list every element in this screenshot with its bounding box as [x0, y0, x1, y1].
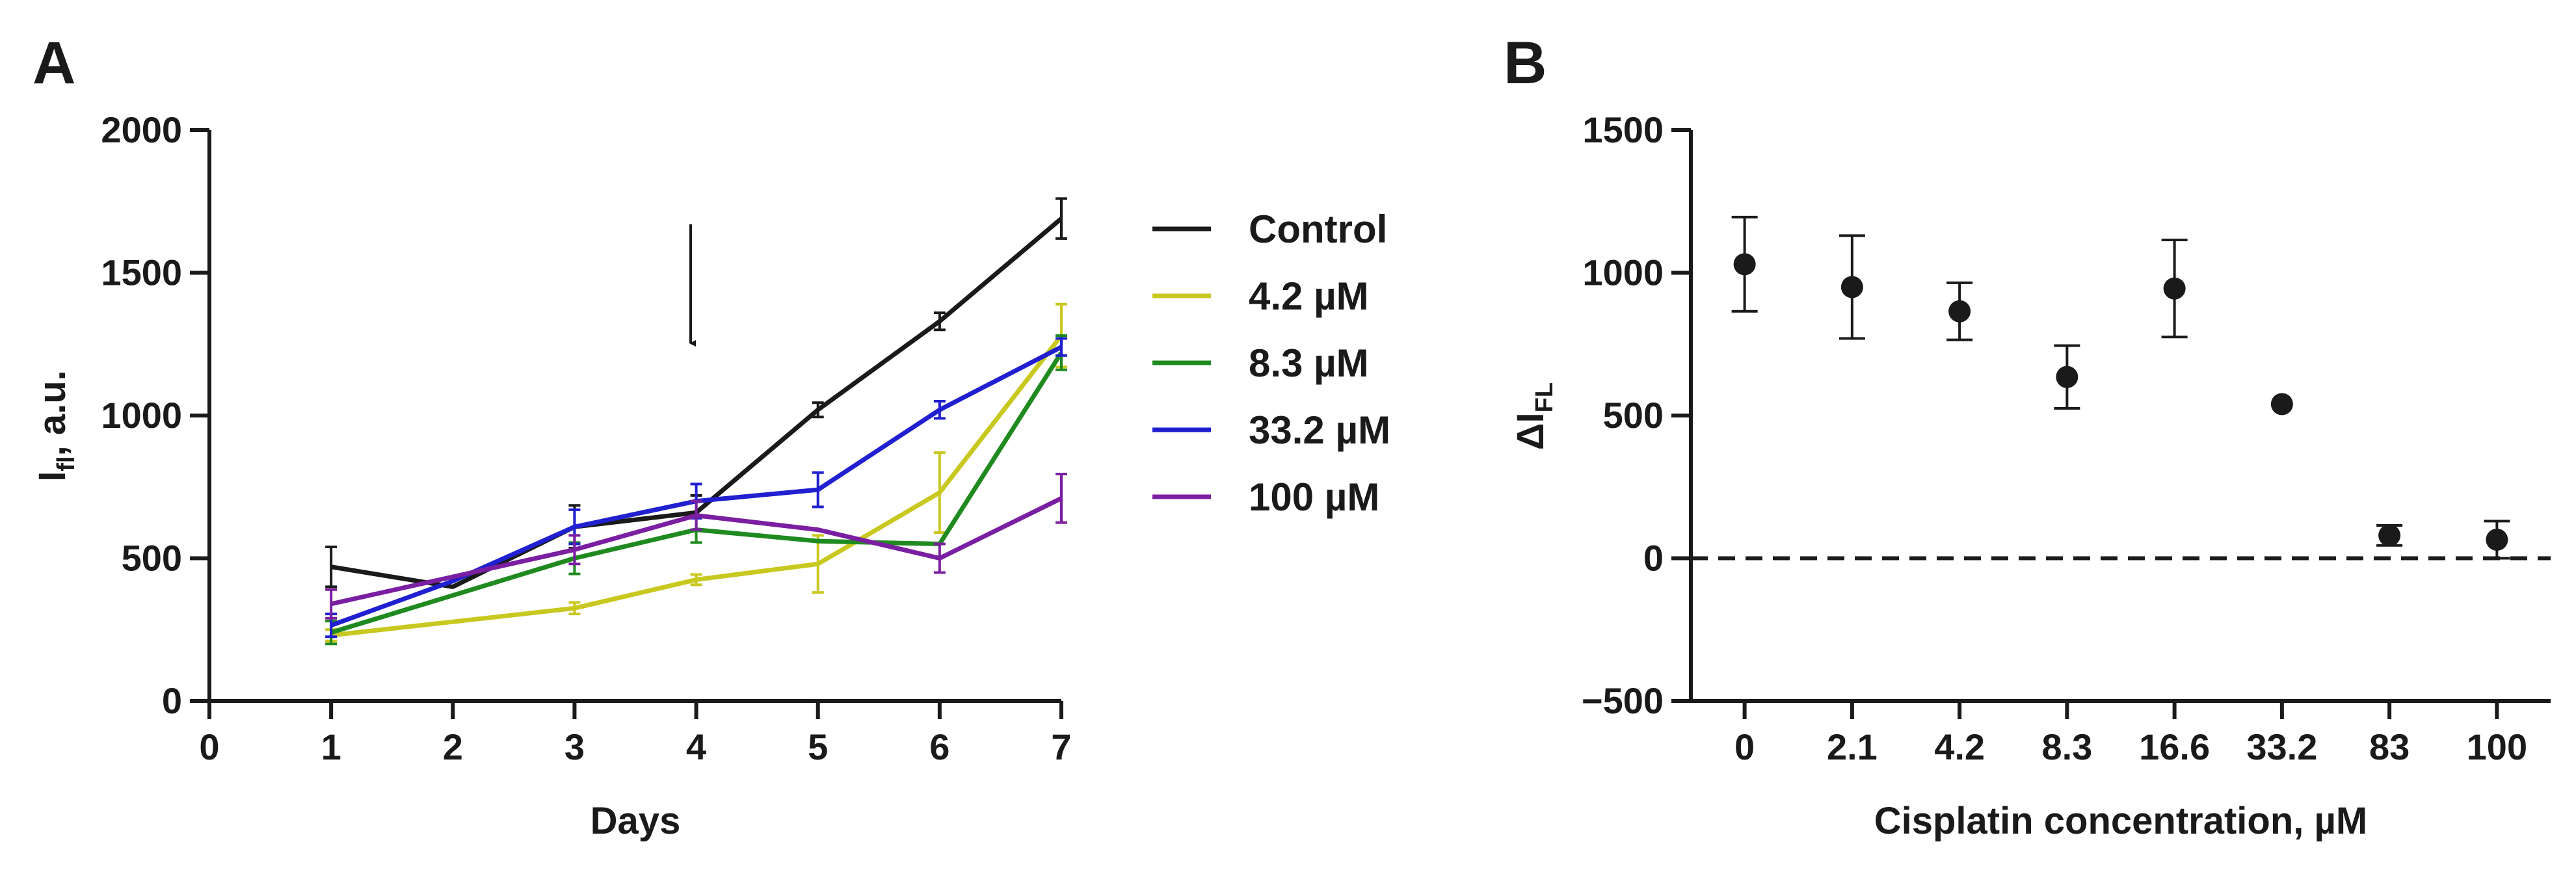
series-line — [330, 334, 1063, 638]
x-tick-label: 6 — [929, 726, 949, 767]
data-marker — [2163, 277, 2186, 300]
legend-label: 33.2 µM — [1249, 408, 1390, 452]
y-tick-label: 0 — [1643, 538, 1664, 579]
legend-label: 100 µM — [1249, 475, 1379, 519]
y-tick-label: −500 — [1582, 680, 1664, 721]
y-tick-label: 1000 — [101, 395, 182, 436]
data-marker — [1948, 300, 1971, 323]
data-point-33-2 — [2270, 393, 2293, 416]
series-100-m — [325, 472, 1067, 620]
x-tick-label: 4.2 — [1934, 726, 1985, 767]
legend-label: 8.3 µM — [1249, 341, 1369, 385]
data-marker — [2486, 528, 2508, 551]
series-line — [330, 496, 1063, 607]
y-tick-label: 500 — [122, 538, 182, 579]
data-point-8-3 — [2054, 344, 2080, 410]
legend-label: 4.2 µM — [1249, 274, 1369, 318]
panel-a-x-axis-title: Days — [591, 800, 681, 842]
x-tick-label: 16.6 — [2139, 726, 2210, 767]
panel-b-chart: B ΔIFL −500 0 500 1000 1500 0 2.1 4.2 8.3 16.6 33… — [1504, 30, 2551, 842]
x-tick-label: 4 — [686, 726, 706, 767]
data-marker — [1840, 276, 1863, 298]
data-marker — [2270, 393, 2293, 416]
x-tick-label: 0 — [1734, 726, 1755, 767]
panel-a-chart: A Ifl, a.u. 0 500 1000 1500 2000 0 1 2 3 4 5 6 7 Da… — [31, 30, 1390, 842]
data-marker — [2056, 365, 2078, 388]
x-tick-label: 3 — [564, 726, 585, 767]
panel-b-letter: B — [1504, 30, 1547, 96]
y-tick-label: 0 — [162, 680, 182, 721]
y-tick-label: 1500 — [1582, 109, 1664, 150]
x-tick-label: 0 — [199, 726, 219, 767]
data-point-100 — [2484, 520, 2510, 560]
y-tick-label: 1500 — [101, 252, 182, 293]
x-tick-label: 5 — [808, 726, 828, 767]
y-tick-label: 500 — [1603, 395, 1664, 436]
x-tick-label: 2 — [443, 726, 463, 767]
y-tick-label: 2000 — [101, 109, 182, 150]
data-point-2-1 — [1839, 234, 1865, 340]
data-marker — [1733, 253, 1756, 276]
panel-a-legend: Control 4.2 µM 8.3 µM 33.2 µM 100 µM — [1152, 207, 1390, 519]
data-marker — [2378, 524, 2401, 547]
panel-a-y-axis-title: Ifl, a.u. — [31, 370, 80, 482]
x-tick-label: 1 — [321, 726, 341, 767]
series-33-2-m — [325, 337, 1067, 639]
panel-b-x-axis-title: Cisplatin concentration, µM — [1874, 800, 2367, 842]
x-tick-label: 33.2 — [2246, 726, 2317, 767]
x-tick-label: 8.3 — [2041, 726, 2092, 767]
data-point-4-2 — [1946, 281, 1973, 341]
legend-label: Control — [1249, 207, 1387, 251]
data-point-16-6 — [2161, 239, 2188, 339]
x-tick-label: 7 — [1051, 726, 1071, 767]
x-tick-label: 83 — [2369, 726, 2410, 767]
x-tick-label: 100 — [2467, 726, 2527, 767]
x-tick-label: 2.1 — [1827, 726, 1878, 767]
y-tick-label: 1000 — [1582, 252, 1664, 293]
panel-b-y-axis-title: ΔIFL — [1509, 382, 1558, 450]
data-point-0 — [1731, 215, 1758, 313]
data-point-83 — [2376, 524, 2403, 547]
series-line — [330, 351, 1063, 635]
series-4-2-m — [325, 302, 1067, 642]
panel-a-letter: A — [33, 30, 75, 96]
